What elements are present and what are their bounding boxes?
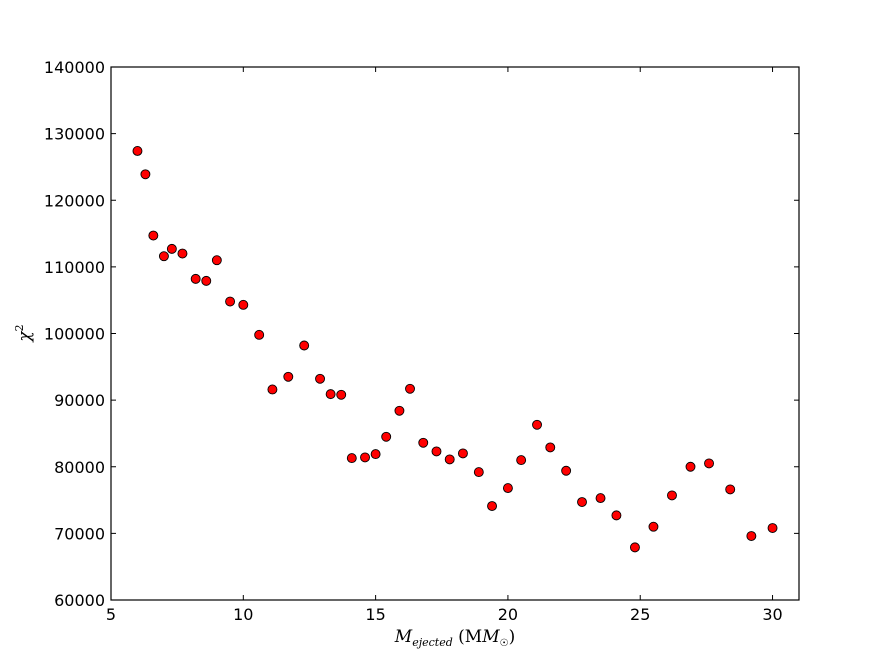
data-point [254,329,265,340]
x-axis-title-unit-main: M [481,627,500,647]
data-points [132,145,778,553]
data-point [561,465,572,476]
axis-ticks: 5 10 15 20 25 30 60000 70000 80000 90000 100000 110… [44,58,799,624]
plot-frame [110,66,800,601]
data-point [370,449,381,460]
data-point [394,405,405,416]
data-point [516,455,527,466]
data-point [444,454,455,465]
y-tick-label: 130000 [44,125,105,144]
x-tick-label: 30 [762,605,782,624]
data-point [346,453,357,464]
data-point [418,437,429,448]
data-point [140,169,151,180]
data-point [595,493,606,504]
data-point [746,531,757,541]
data-point [704,458,714,469]
data-point [360,452,370,463]
data-point [211,255,222,266]
y-tick-label: 60000 [54,591,105,610]
data-point [299,340,310,351]
y-axis-title: χ2 [13,324,35,342]
y-tick-label: 100000 [44,325,105,344]
data-point [158,251,169,262]
y-tick-label: 110000 [44,258,105,277]
data-point [487,501,497,512]
x-axis-title: Mejected (MM☉) [394,627,515,649]
x-tick-label: 15 [365,605,385,624]
data-point [629,542,640,553]
plot-area [110,66,800,601]
data-point [577,497,587,508]
x-axis-title-unit-open: (M [453,627,482,647]
y-axis-title-sup: 2 [13,324,26,331]
data-point [381,431,392,442]
y-tick-label: 70000 [54,524,105,543]
data-point [336,389,347,400]
y-axis-title-main: χ [15,330,35,343]
data-point [238,299,249,310]
x-axis-title-unit-sub: ☉ [500,638,509,649]
data-point [132,145,143,156]
data-point [667,490,677,501]
y-tick-label: 120000 [44,191,105,210]
data-point [405,383,415,394]
x-tick-label: 10 [233,605,253,624]
data-point [166,243,177,254]
data-point [502,483,513,494]
data-point [225,296,236,307]
x-tick-label: 20 [498,605,518,624]
x-tick-label: 25 [630,605,650,624]
data-point [457,448,468,459]
data-point [648,521,659,532]
data-point [431,446,442,457]
data-point [325,389,336,400]
x-tick-label: 5 [106,605,116,624]
data-point [315,373,325,384]
data-point [283,371,294,382]
data-point [190,273,201,284]
data-point [685,461,696,472]
x-axis-title-main: M [394,627,413,647]
data-point [611,510,622,521]
data-point [201,275,212,286]
data-point [177,248,188,259]
data-point [545,442,556,453]
data-point [532,419,542,430]
data-point [767,523,778,533]
data-point [267,384,278,395]
y-tick-label: 140000 [44,58,105,77]
y-tick-label: 80000 [54,458,105,477]
data-point [725,484,736,495]
x-axis-title-sub: ejected [412,636,453,649]
y-tick-label: 90000 [54,391,105,410]
data-point [473,467,484,478]
data-point [148,230,159,241]
x-axis-title-unit-close: ) [509,627,516,647]
